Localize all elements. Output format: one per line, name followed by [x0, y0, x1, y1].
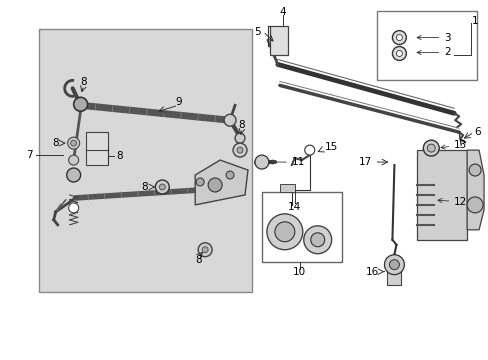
Text: 13: 13: [440, 140, 467, 150]
Text: 3: 3: [416, 32, 450, 42]
Bar: [39, 28, 251, 292]
Bar: [416, 150, 466, 240]
Bar: [85, 132, 107, 150]
Circle shape: [196, 178, 203, 186]
Circle shape: [237, 147, 243, 153]
Text: 8: 8: [116, 151, 123, 161]
Circle shape: [468, 164, 480, 176]
Polygon shape: [195, 160, 247, 205]
Circle shape: [274, 222, 294, 242]
Circle shape: [396, 50, 402, 57]
Circle shape: [384, 255, 404, 275]
Polygon shape: [466, 150, 483, 230]
Circle shape: [71, 140, 77, 146]
Text: 15: 15: [324, 142, 337, 152]
Circle shape: [68, 155, 79, 165]
Circle shape: [67, 137, 80, 149]
Circle shape: [68, 203, 79, 213]
Text: 9: 9: [175, 97, 181, 107]
Text: 8: 8: [52, 138, 59, 148]
Text: 16: 16: [366, 267, 379, 276]
Circle shape: [304, 145, 314, 155]
Circle shape: [233, 143, 246, 157]
Circle shape: [392, 46, 406, 60]
Text: 7: 7: [26, 150, 32, 160]
Circle shape: [396, 35, 402, 41]
Text: 8: 8: [195, 255, 201, 265]
Circle shape: [202, 247, 208, 253]
Text: 6: 6: [473, 127, 480, 137]
Circle shape: [254, 155, 268, 169]
Circle shape: [310, 233, 324, 247]
Text: 8: 8: [142, 182, 148, 192]
Bar: [262, 192, 341, 262]
Bar: [269, 26, 287, 55]
Text: 8: 8: [80, 77, 87, 87]
Circle shape: [423, 140, 438, 156]
Circle shape: [208, 178, 222, 192]
Circle shape: [74, 97, 87, 111]
Circle shape: [155, 180, 169, 194]
Circle shape: [198, 243, 212, 257]
Text: 12: 12: [437, 197, 467, 207]
Circle shape: [427, 144, 434, 152]
Circle shape: [159, 184, 165, 190]
Text: 8: 8: [238, 120, 245, 130]
Circle shape: [303, 226, 331, 254]
Text: 14: 14: [287, 202, 301, 212]
Bar: [377, 11, 476, 80]
Text: 2: 2: [416, 48, 450, 58]
Text: 10: 10: [293, 267, 305, 276]
Text: 17: 17: [359, 157, 372, 167]
Circle shape: [392, 31, 406, 45]
Circle shape: [225, 171, 234, 179]
Text: 4: 4: [279, 6, 285, 17]
Bar: [85, 147, 107, 165]
Bar: [386, 265, 401, 285]
Circle shape: [224, 114, 236, 126]
Circle shape: [466, 197, 482, 213]
Circle shape: [266, 214, 302, 250]
Circle shape: [66, 168, 81, 182]
Text: 5: 5: [254, 27, 261, 37]
Text: 1: 1: [471, 15, 478, 26]
Bar: [279, 184, 294, 192]
Circle shape: [235, 133, 244, 143]
Circle shape: [388, 260, 399, 270]
Text: 11: 11: [268, 157, 305, 167]
